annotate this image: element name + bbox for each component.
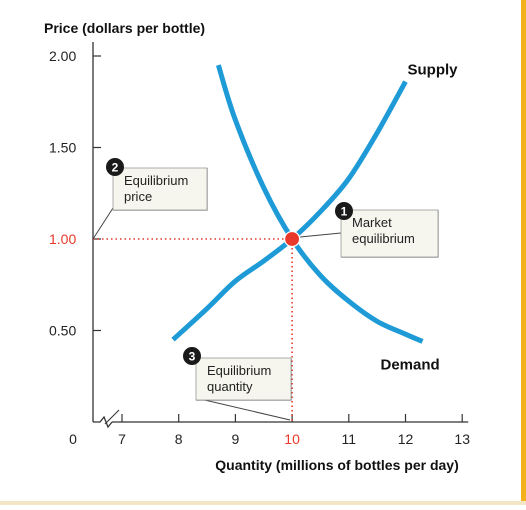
callout-3-box [195, 357, 292, 401]
x-tick-label: 8 [175, 431, 183, 447]
x-tick-label: 7 [118, 431, 126, 447]
callout-3-number: 3 [189, 350, 196, 364]
x-tick-label: 11 [342, 431, 357, 447]
callout-1-text: Market [352, 215, 392, 230]
y-tick-label: 2.00 [49, 48, 76, 64]
callout-1-leader [300, 232, 342, 238]
callout-3-text: Equilibrium [207, 363, 271, 378]
callout-1-badge [335, 202, 353, 220]
page-edge-strip [521, 0, 526, 505]
series-demand-curve [216, 64, 424, 344]
callout-2-leader [92, 207, 114, 240]
x-tick-label: 10 [284, 431, 300, 447]
y-tick-label: 1.00 [49, 231, 76, 247]
x-axis-break-slash [104, 409, 120, 425]
callout-3-text: quantity [207, 379, 253, 394]
callout-1-number: 1 [341, 205, 348, 219]
x-axis-break [93, 415, 113, 429]
series-demand-label: Demand [381, 356, 440, 373]
callout-2-number: 2 [112, 161, 119, 175]
x-tick-label: 12 [398, 431, 414, 447]
equilibrium-point [284, 230, 301, 248]
callout-2-text: Equilibrium [124, 173, 188, 188]
callout-2-badge [106, 158, 124, 176]
series-supply-label: Supply [408, 62, 459, 79]
callout-1-box [340, 209, 439, 258]
y-tick-label: 1.50 [49, 140, 76, 156]
page-bottom-strip [0, 501, 526, 505]
callout-2-box [112, 167, 208, 211]
callout-1-text: equilibrium [352, 231, 415, 246]
callout-3-badge [183, 347, 201, 365]
callout-2-text: price [124, 189, 152, 204]
y-tick-label: 0.50 [49, 323, 76, 339]
x-axis-title: Quantity (millions of bottles per day) [215, 457, 458, 473]
origin-label: 0 [69, 431, 77, 447]
x-tick-label: 9 [232, 431, 240, 447]
y-axis-title: Price (dollars per bottle) [44, 20, 205, 36]
callout-3-leader [195, 397, 291, 421]
x-tick-label: 13 [454, 431, 470, 447]
